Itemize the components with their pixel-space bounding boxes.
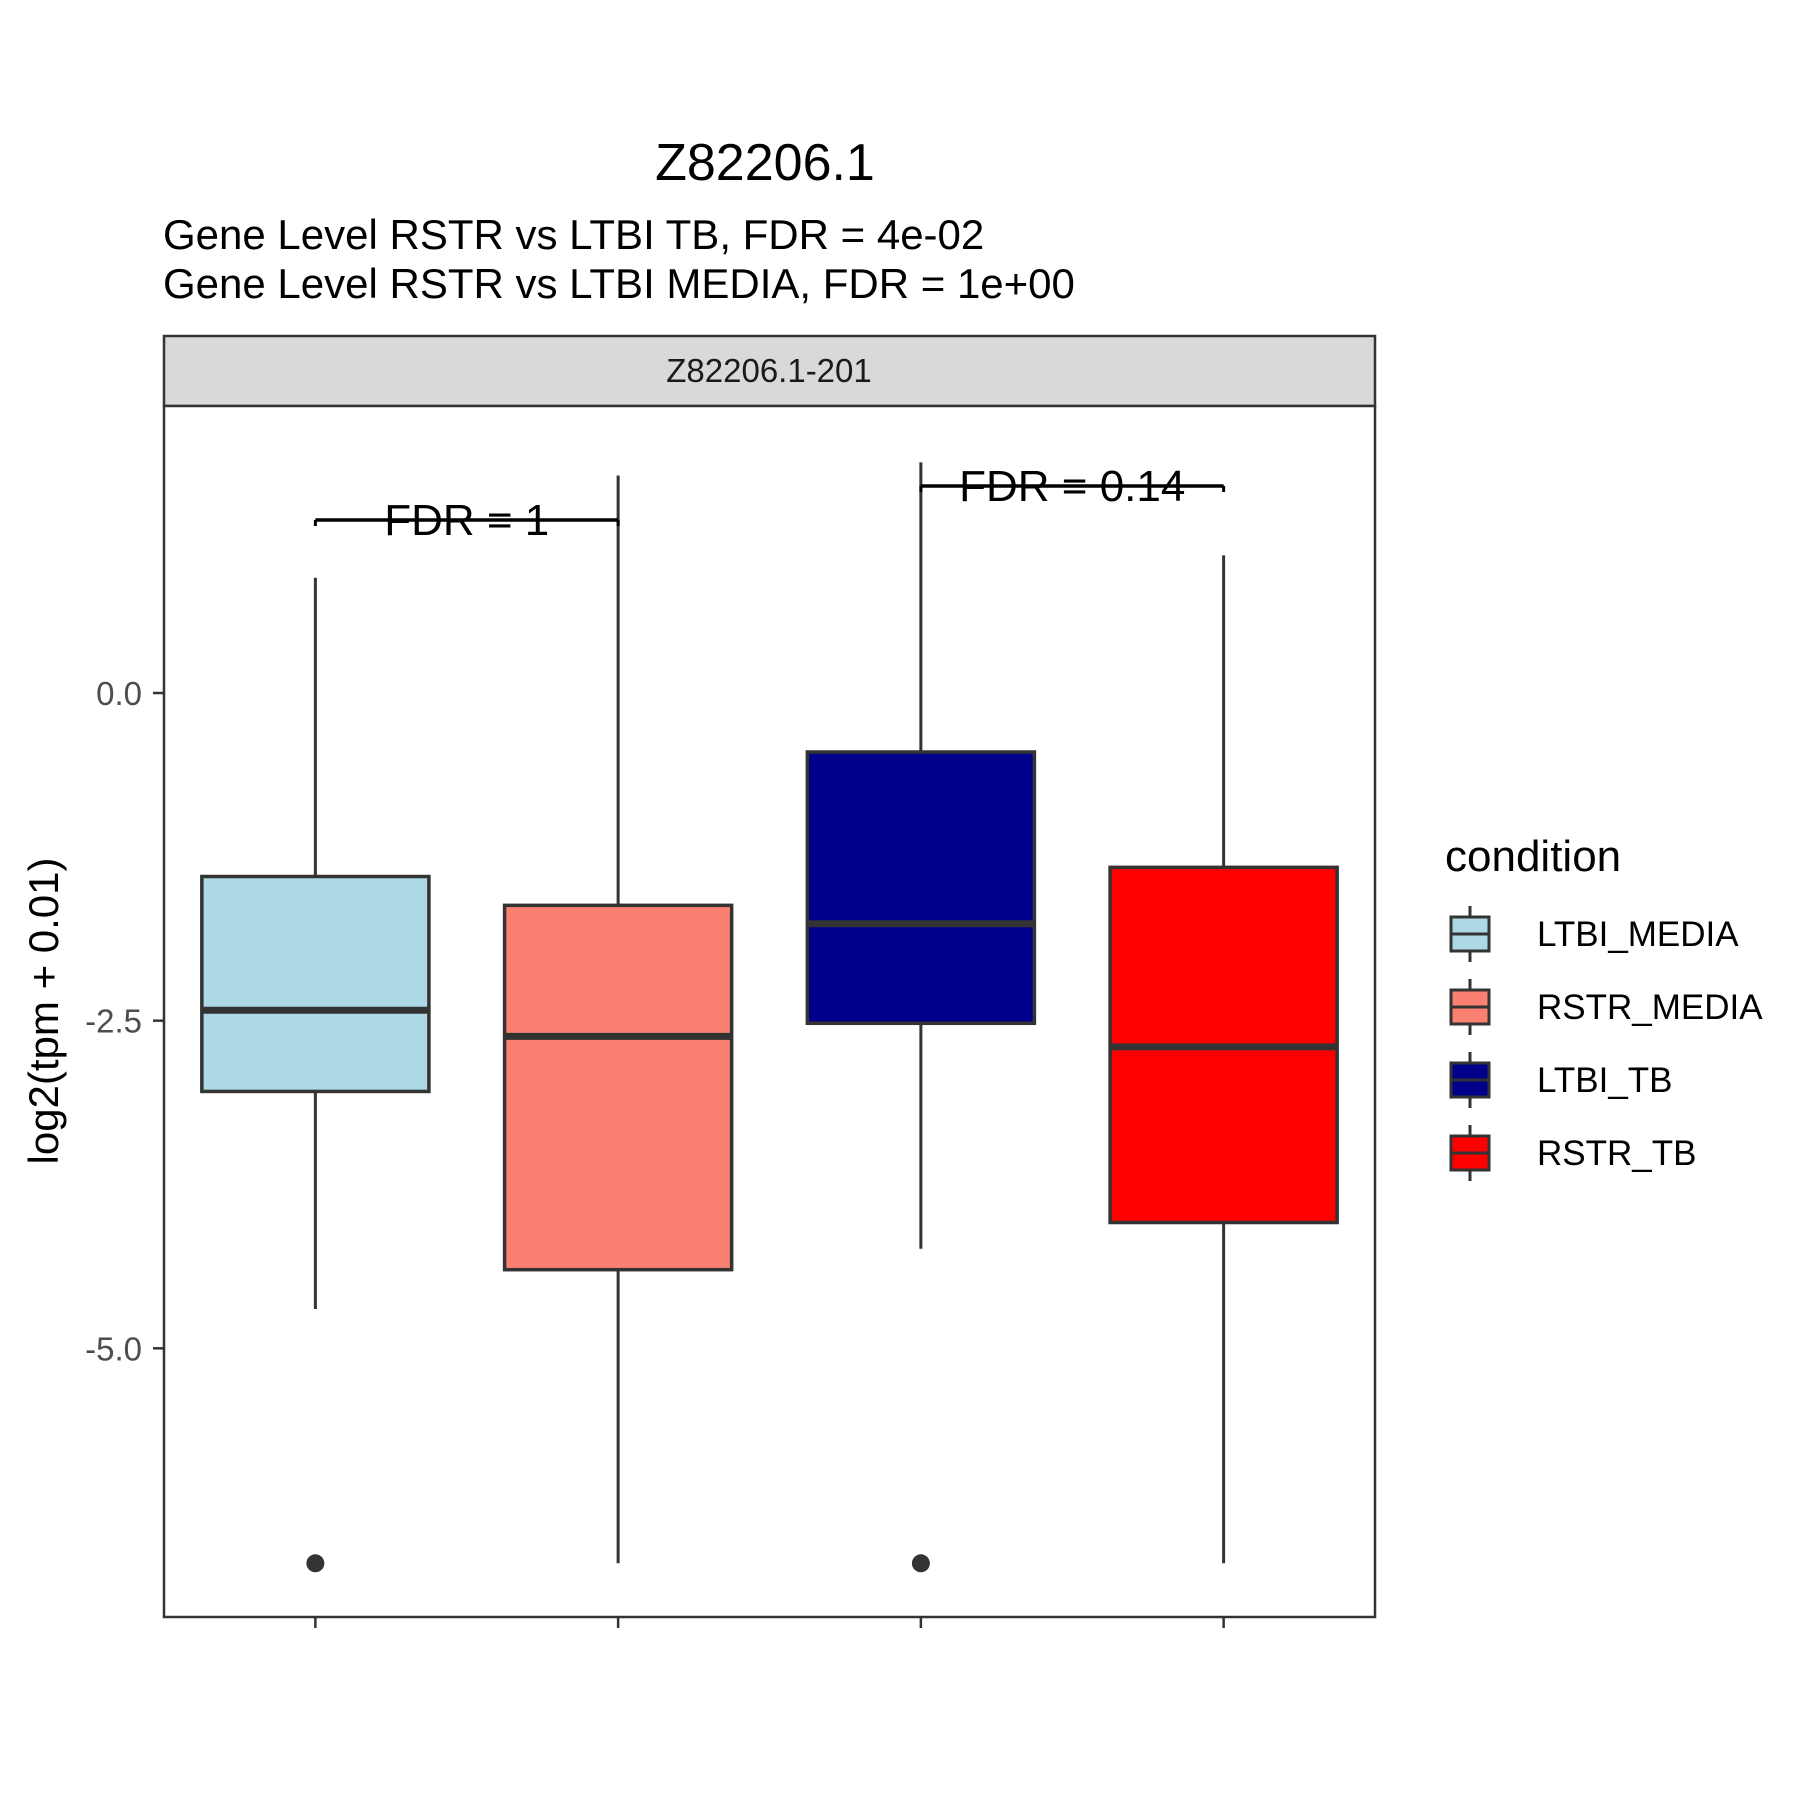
legend-items: LTBI_MEDIA RSTR_MEDIA LTBI_TB RSTR_TB xyxy=(1449,906,1763,1181)
chart-subtitle-line-1: Gene Level RSTR vs LTBI TB, FDR = 4e-02 xyxy=(163,211,984,258)
legend-label: RSTR_MEDIA xyxy=(1537,988,1763,1027)
outlier-point xyxy=(306,1554,325,1573)
y-axis-label: log2(tpm + 0.01) xyxy=(20,857,67,1164)
facet-strip xyxy=(162,334,1377,408)
x-axis xyxy=(314,1617,1225,1628)
legend-label: LTBI_MEDIA xyxy=(1537,915,1739,954)
box-rstr-tb xyxy=(1108,555,1339,1564)
y-tick-label: -2.5 xyxy=(85,1003,142,1040)
box-ltbi-tb xyxy=(805,462,1037,1573)
bracket-label: FDR = 1 xyxy=(384,496,549,545)
legend-title: condition xyxy=(1445,832,1621,881)
chart-title: Z82206.1 xyxy=(655,134,875,192)
legend-item: LTBI_TB xyxy=(1449,1052,1673,1108)
legend-item: LTBI_MEDIA xyxy=(1449,906,1739,962)
significance-bracket: FDR = 1 xyxy=(313,496,620,545)
legend: condition LTBI_MEDIA RSTR_MEDIA LTBI_TB RST… xyxy=(1445,832,1763,1181)
box-rstr-media xyxy=(502,475,734,1564)
legend-label: RSTR_TB xyxy=(1537,1134,1696,1173)
bracket-label: FDR = 0.14 xyxy=(959,462,1185,511)
box-body xyxy=(805,750,1037,1026)
y-axis: 0.0 -2.5 -5.0 xyxy=(85,675,164,1367)
outlier-point xyxy=(911,1554,930,1573)
legend-item: RSTR_TB xyxy=(1449,1125,1696,1181)
boxes-layer xyxy=(200,462,1339,1573)
legend-label: LTBI_TB xyxy=(1537,1061,1673,1100)
box-body xyxy=(502,903,734,1272)
y-tick-label: -5.0 xyxy=(85,1330,142,1367)
chart-subtitle-line-2: Gene Level RSTR vs LTBI MEDIA, FDR = 1e+… xyxy=(163,260,1075,307)
significance-bracket: FDR = 0.14 xyxy=(919,462,1226,511)
y-tick-label: 0.0 xyxy=(96,675,142,712)
box-ltbi-media xyxy=(200,577,431,1573)
annotations-layer: FDR = 1 FDR = 0.14 xyxy=(313,462,1226,545)
legend-item: RSTR_MEDIA xyxy=(1449,979,1763,1035)
box-body xyxy=(200,874,431,1094)
facet-strip-label: Z82206.1-201 xyxy=(666,352,872,389)
